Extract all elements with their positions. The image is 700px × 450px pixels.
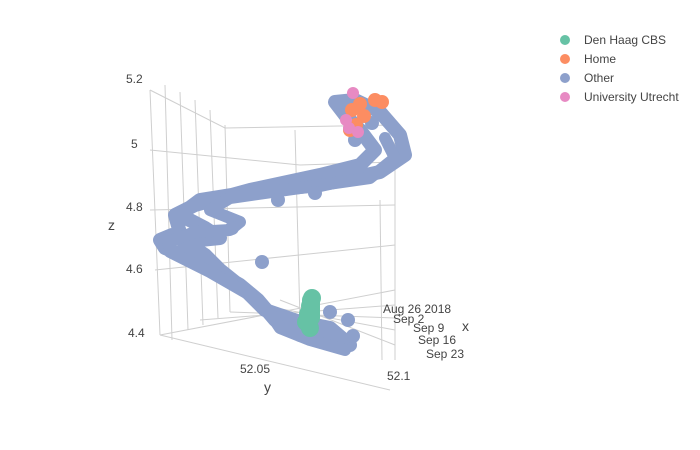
z-tick-label: 4.6 [126,262,143,276]
x-tick-label: Aug 26 2018 [383,302,451,316]
x-axis-ticks: Aug 26 2018 Sep 2 Sep 9 Sep 16 Sep 23 [383,302,464,361]
legend-label: Other [584,71,614,85]
y-axis-ticks: 52.05 52.1 [240,362,411,383]
point-den-haag-cbs [302,292,320,326]
legend-label: Den Haag CBS [584,33,666,47]
point-other [271,193,285,207]
z-axis-title: z [108,217,115,233]
legend-label: Home [584,52,616,66]
grid-line [294,129,301,321]
point-university-utrecht [352,126,364,138]
trajectory-line [162,132,401,356]
point-other [308,186,322,200]
point-university-utrecht [347,87,359,99]
grid-line [279,299,396,346]
grid-line [149,89,161,336]
legend-marker-other [560,73,570,83]
z-tick-label: 4.8 [126,200,143,214]
point-home [368,93,382,107]
legend[interactable]: Den Haag CBS Home Other University Utrec… [560,33,679,104]
point-other [333,95,347,109]
z-tick-label: 5.2 [126,72,143,86]
x-tick-label: Sep 16 [418,333,456,347]
point-university-utrecht [340,114,352,126]
y-axis-title: y [264,379,271,395]
point-home [345,103,359,117]
legend-item-other[interactable]: Other [560,71,614,85]
point-other [341,313,355,327]
legend-item-university-utrecht[interactable]: University Utrecht [560,90,679,104]
point-other [323,305,337,319]
y-tick-label: 52.1 [387,369,411,383]
grid-line [194,99,204,326]
grid-line [199,304,396,321]
point-other [255,255,269,269]
legend-label: University Utrecht [584,90,679,104]
point-other [225,221,239,235]
x-tick-label: Sep 2 [393,312,425,326]
grid-line [149,89,226,129]
point-other [346,329,360,343]
grid-line [159,334,391,391]
grid-line [379,199,383,361]
z-tick-label: 5 [131,137,138,151]
y-tick-label: 52.05 [240,362,270,376]
x-tick-label: Sep 9 [413,321,445,335]
x-axis-title: x [462,318,469,334]
legend-marker-university-utrecht [560,92,570,102]
series-other-trajectory [153,93,412,356]
legend-item-den-haag-cbs[interactable]: Den Haag CBS [560,33,666,47]
x-tick-label: Sep 23 [426,347,464,361]
legend-marker-den-haag-cbs [560,35,570,45]
legend-marker-home [560,54,570,64]
z-tick-label: 4.4 [128,326,145,340]
legend-item-home[interactable]: Home [560,52,616,66]
z-axis-ticks: 5.2 5 4.8 4.6 4.4 [126,72,145,340]
series-points [225,87,389,343]
point-home [357,109,371,123]
grid-line [149,149,301,166]
